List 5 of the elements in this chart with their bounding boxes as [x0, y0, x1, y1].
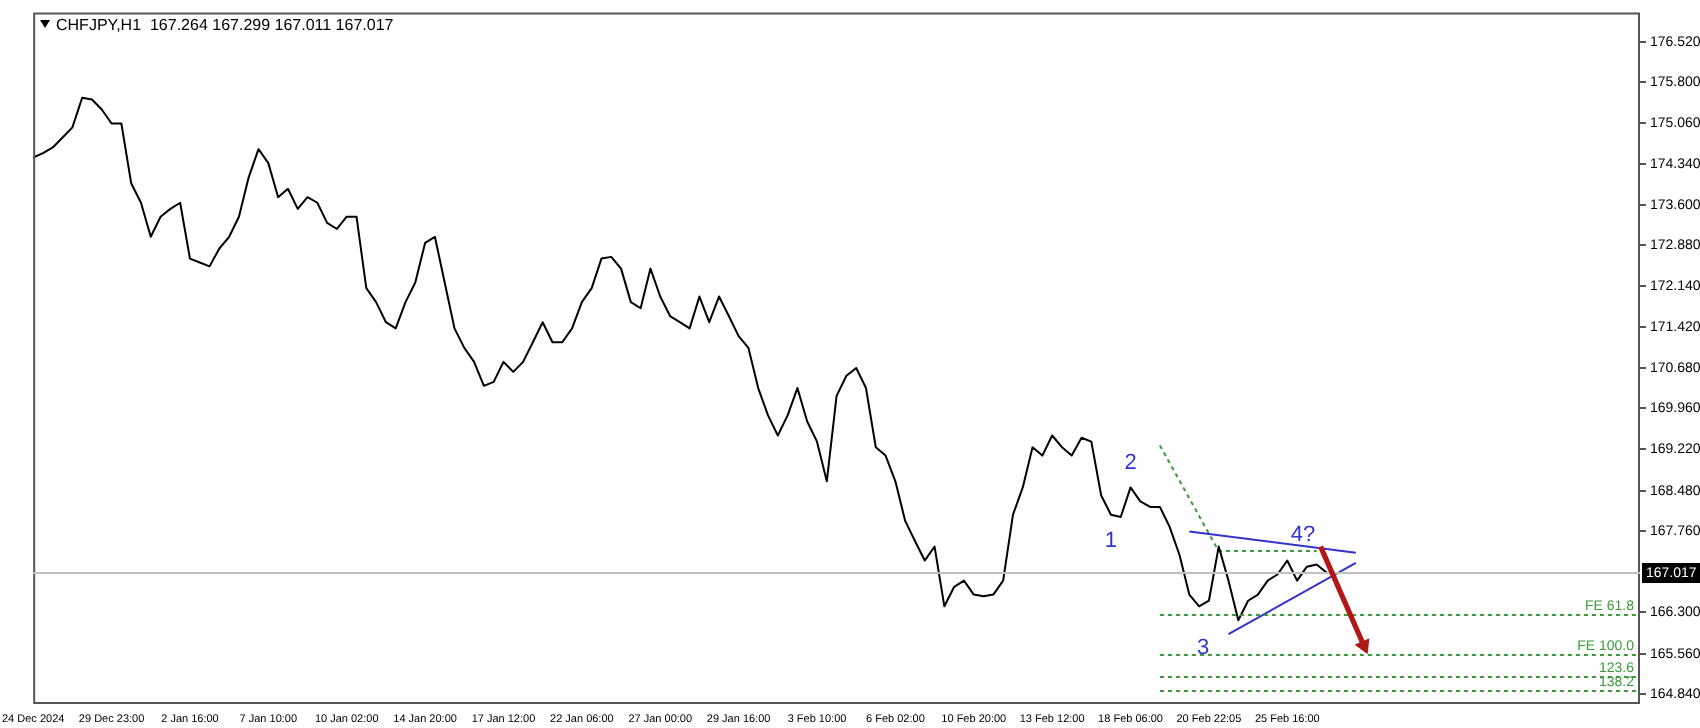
- annotation: 3: [1196, 636, 1210, 661]
- annotation: 4?: [1290, 522, 1316, 547]
- annotation: 2: [1124, 451, 1137, 476]
- chart-title: CHFJPY,H1 167.264 167.299 167.011 167.017: [56, 16, 394, 34]
- annotation: 1: [1104, 529, 1118, 554]
